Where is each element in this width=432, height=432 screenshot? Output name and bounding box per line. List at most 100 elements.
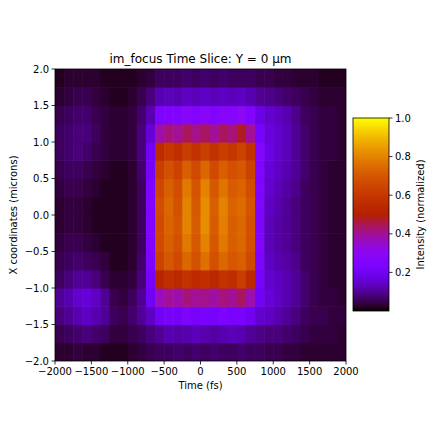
heatmap-cell: [219, 142, 229, 161]
heatmap-cell: [228, 306, 238, 325]
heatmap-cell: [128, 270, 138, 289]
heatmap-cell: [82, 87, 92, 106]
heatmap-cell: [173, 270, 183, 289]
heatmap-cell: [201, 142, 211, 161]
heatmap-cell: [328, 270, 338, 289]
heatmap-cell: [328, 215, 338, 234]
heatmap-cell: [273, 124, 283, 143]
heatmap-cell: [128, 87, 138, 106]
heatmap-cell: [182, 160, 192, 179]
heatmap-cell: [137, 69, 147, 88]
heatmap-cell: [73, 325, 83, 344]
heatmap-cell: [291, 215, 301, 234]
heatmap-cell: [210, 343, 220, 361]
heatmap-cell: [310, 306, 320, 325]
heatmap-cell: [328, 252, 338, 271]
y-tick-label: −1.5: [25, 319, 49, 330]
heatmap-cell: [173, 325, 183, 344]
heatmap-cell: [91, 270, 101, 289]
x-tick: [91, 361, 92, 365]
heatmap-cell: [255, 233, 265, 252]
heatmap-cell: [264, 179, 274, 198]
heatmap-cell: [273, 325, 283, 344]
heatmap-cell: [73, 288, 83, 307]
heatmap-cell: [137, 215, 147, 234]
heatmap-cell: [255, 325, 265, 344]
heatmap-cell: [237, 325, 247, 344]
heatmap-cell: [228, 142, 238, 161]
heatmap-cell: [246, 87, 256, 106]
heatmap-cell: [337, 197, 346, 216]
heatmap-cell: [55, 233, 65, 252]
heatmap-cell: [301, 215, 311, 234]
heatmap-cell: [119, 215, 129, 234]
heatmap-cell: [64, 197, 74, 216]
heatmap-cell: [55, 87, 65, 106]
y-tick: [52, 288, 56, 289]
heatmap-cell: [237, 69, 247, 88]
heatmap-cell: [282, 325, 292, 344]
heatmap-cell: [128, 124, 138, 143]
heatmap-cell: [210, 270, 220, 289]
heatmap-cell: [64, 233, 74, 252]
heatmap-cell: [119, 197, 129, 216]
heatmap-cell: [146, 87, 156, 106]
heatmap-cell: [264, 215, 274, 234]
heatmap-cell: [310, 252, 320, 271]
heatmap-cell: [301, 325, 311, 344]
heatmap-cell: [282, 252, 292, 271]
heatmap-cell: [282, 142, 292, 161]
heatmap-cell: [182, 179, 192, 198]
x-tick-label: 0: [197, 366, 203, 377]
heatmap-cell: [282, 106, 292, 125]
heatmap-cell: [91, 160, 101, 179]
heatmap-cell: [182, 87, 192, 106]
heatmap-cell: [146, 215, 156, 234]
heatmap-cell: [137, 106, 147, 125]
heatmap-cell: [282, 69, 292, 88]
heatmap-cell: [337, 106, 346, 125]
heatmap-cell: [91, 87, 101, 106]
heatmap-cell: [110, 270, 120, 289]
heatmap-cell: [328, 160, 338, 179]
heatmap-cell: [210, 106, 220, 125]
heatmap-cell: [173, 343, 183, 361]
heatmap-cell: [201, 197, 211, 216]
heatmap-cell: [210, 160, 220, 179]
heatmap-cell: [228, 325, 238, 344]
heatmap-cell: [246, 179, 256, 198]
heatmap-cell: [73, 69, 83, 88]
heatmap-cell: [246, 124, 256, 143]
heatmap-cell: [110, 233, 120, 252]
heatmap-cell: [182, 142, 192, 161]
heatmap-cell: [319, 306, 329, 325]
heatmap-cell: [110, 179, 120, 198]
heatmap-cell: [164, 142, 174, 161]
heatmap-cell: [310, 288, 320, 307]
x-axis-label: Time (fs): [177, 380, 222, 391]
heatmap-cell: [164, 179, 174, 198]
heatmap-cell: [173, 142, 183, 161]
heatmap-cell: [128, 215, 138, 234]
heatmap-cell: [319, 197, 329, 216]
heatmap-cell: [137, 124, 147, 143]
x-tick: [164, 361, 165, 365]
heatmap-cell: [82, 233, 92, 252]
heatmap-cell: [273, 106, 283, 125]
heatmap-cell: [228, 124, 238, 143]
heatmap-cell: [191, 87, 201, 106]
heatmap-cell: [282, 288, 292, 307]
heatmap-cell: [155, 142, 165, 161]
heatmap-cell: [100, 69, 110, 88]
heatmap-cell: [328, 288, 338, 307]
heatmap-cell: [228, 106, 238, 125]
heatmap-cell: [146, 325, 156, 344]
heatmap-cell: [128, 288, 138, 307]
heatmap-cell: [100, 252, 110, 271]
heatmap-cell: [155, 69, 165, 88]
heatmap-cell: [137, 306, 147, 325]
heatmap-cell: [319, 69, 329, 88]
heatmap-cell: [301, 142, 311, 161]
heatmap-cell: [119, 106, 129, 125]
heatmap-cell: [328, 106, 338, 125]
